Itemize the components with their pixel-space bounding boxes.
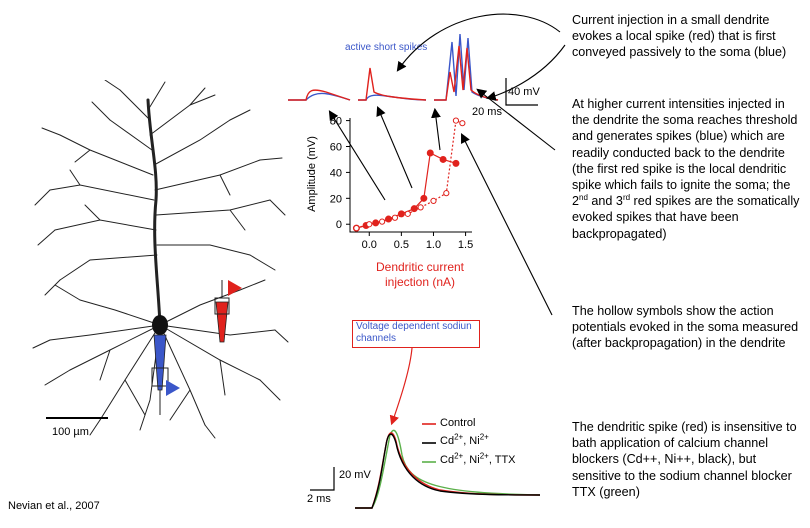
top-scale-v: 40 mV bbox=[508, 86, 540, 98]
dendritic-pipette-icon bbox=[214, 280, 242, 343]
somatic-pipette-icon bbox=[151, 334, 180, 415]
amp-axes bbox=[349, 118, 472, 233]
amp-point bbox=[459, 120, 466, 127]
bottom-scale-v: 20 mV bbox=[339, 469, 371, 481]
caption-1: Current injection in a small dendrite ev… bbox=[572, 13, 787, 60]
amp-point bbox=[404, 210, 411, 217]
amp-point bbox=[417, 204, 424, 211]
amp-point bbox=[452, 117, 460, 124]
citation: Nevian et al., 2007 bbox=[8, 500, 100, 512]
amp-ytick-label: 0 bbox=[336, 219, 342, 231]
caption-2: At higher current intensities injected i… bbox=[572, 97, 800, 241]
amp-ytick-label: 20 bbox=[330, 193, 342, 205]
neuron-scale-label: 100 µm bbox=[52, 426, 89, 438]
neuron-morphology bbox=[32, 80, 289, 439]
amp-point bbox=[420, 194, 428, 202]
caption-3: The hollow symbols show the action poten… bbox=[572, 304, 799, 351]
amp-xtick-label: 1.5 bbox=[458, 239, 473, 251]
amp-point bbox=[439, 155, 447, 163]
amp-point bbox=[452, 159, 460, 167]
amp-series-line bbox=[356, 119, 463, 229]
amp-point bbox=[391, 214, 399, 221]
caption-4: The dendritic spike (red) is insensitive… bbox=[572, 420, 797, 499]
active-spikes-label: active short spikes bbox=[345, 42, 428, 53]
bottom-scale-t: 2 ms bbox=[307, 493, 331, 505]
amp-ytick-label: 60 bbox=[330, 142, 342, 154]
legend-ttx: Cd2+, Ni2+, TTX bbox=[440, 451, 516, 466]
legend-control: Control bbox=[440, 417, 476, 429]
top-scale-t: 20 ms bbox=[472, 106, 502, 118]
amp-point bbox=[366, 221, 373, 228]
amp-point bbox=[379, 218, 386, 225]
neuron-scale-bar bbox=[46, 417, 108, 419]
amp-xtick-label: 0.5 bbox=[394, 239, 409, 251]
amp-xtick-label: 0.0 bbox=[362, 239, 377, 251]
amp-xtick-label: 1.0 bbox=[426, 239, 441, 251]
amp-point bbox=[353, 225, 360, 232]
amp-xlabel-1: Dendritic current bbox=[375, 260, 465, 274]
legend-cdni: Cd2+, Ni2+ bbox=[440, 432, 489, 447]
sodium-channel-box: Voltage dependent sodiun channels bbox=[352, 320, 480, 348]
amp-ytick-label: 40 bbox=[330, 167, 342, 179]
amp-point bbox=[443, 190, 450, 197]
amp-point bbox=[430, 197, 437, 205]
bottom-trace bbox=[310, 347, 541, 509]
amp-xlabel-2: injection (nA) bbox=[384, 275, 456, 289]
amp-point bbox=[426, 149, 434, 157]
